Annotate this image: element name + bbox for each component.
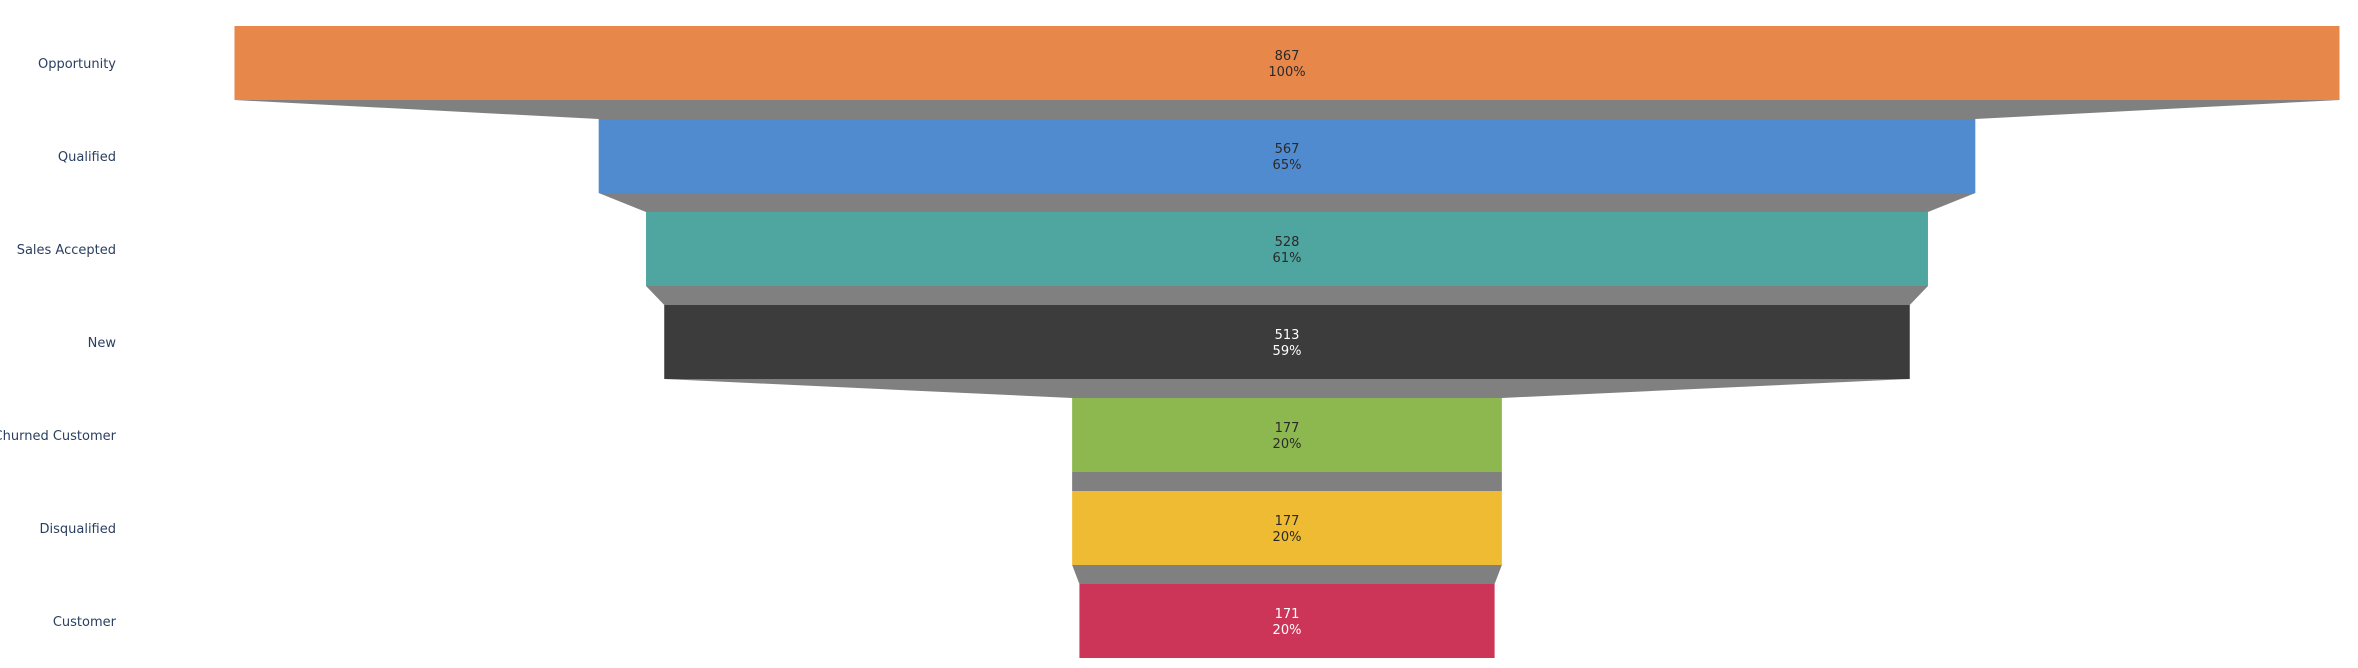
stage-label-new: New bbox=[88, 336, 117, 351]
connector-qualified bbox=[598, 193, 1976, 212]
bar-churned-customer[interactable] bbox=[1072, 398, 1502, 472]
bar-opportunity[interactable] bbox=[234, 26, 2340, 100]
percent-label-churned-customer: 20% bbox=[1273, 437, 1302, 452]
value-label-sales-accepted: 528 bbox=[1275, 235, 1300, 250]
stage-label-sales-accepted: Sales Accepted bbox=[17, 243, 116, 258]
percent-label-customer: 20% bbox=[1273, 623, 1302, 638]
value-label-churned-customer: 177 bbox=[1275, 421, 1300, 436]
stage-label-opportunity: Opportunity bbox=[38, 57, 116, 72]
funnel-bars bbox=[234, 26, 2340, 658]
percent-label-disqualified: 20% bbox=[1273, 530, 1302, 545]
bar-sales-accepted[interactable] bbox=[646, 212, 1928, 286]
value-label-customer: 171 bbox=[1275, 607, 1300, 622]
connector-opportunity bbox=[234, 100, 2340, 119]
connector-churned-customer bbox=[1072, 472, 1502, 491]
percent-label-new: 59% bbox=[1273, 344, 1302, 359]
funnel-stage-labels: Opportunity Qualified Sales Accepted New Chu… bbox=[0, 57, 117, 630]
stage-label-disqualified: Disqualified bbox=[39, 522, 116, 537]
value-label-opportunity: 867 bbox=[1275, 49, 1300, 64]
percent-label-opportunity: 100% bbox=[1268, 65, 1305, 80]
funnel-connectors bbox=[234, 100, 2340, 584]
stage-label-qualified: Qualified bbox=[58, 150, 116, 165]
value-label-disqualified: 177 bbox=[1275, 514, 1300, 529]
stage-label-churned-customer: Churned Customer bbox=[0, 429, 117, 444]
bar-new[interactable] bbox=[664, 305, 1910, 379]
percent-label-sales-accepted: 61% bbox=[1273, 251, 1302, 266]
funnel-bar-texts: 867100%56765%52861%51359%17720%17720%171… bbox=[1268, 49, 1305, 638]
bar-qualified[interactable] bbox=[598, 119, 1976, 193]
connector-disqualified bbox=[1072, 565, 1502, 584]
connector-sales-accepted bbox=[646, 286, 1928, 305]
stage-label-customer: Customer bbox=[53, 615, 117, 630]
value-label-new: 513 bbox=[1275, 328, 1300, 343]
connector-new bbox=[664, 379, 1910, 398]
bar-disqualified[interactable] bbox=[1072, 491, 1502, 565]
percent-label-qualified: 65% bbox=[1273, 158, 1302, 173]
bar-customer[interactable] bbox=[1079, 584, 1495, 658]
value-label-qualified: 567 bbox=[1275, 142, 1300, 157]
